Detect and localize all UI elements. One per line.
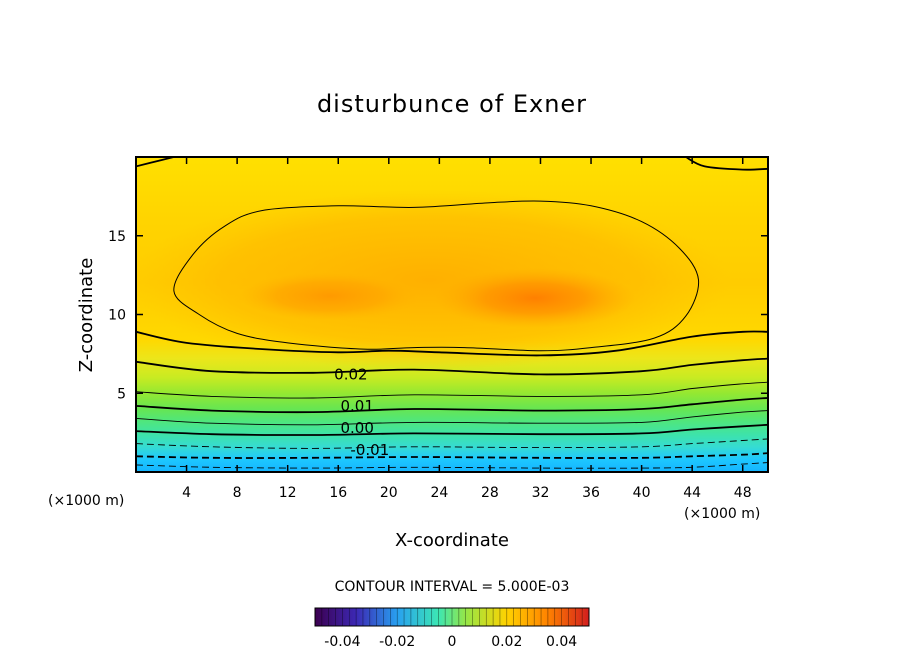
x-tick-label-36: 36: [582, 485, 600, 501]
colorbar-tick-labels: -0.04 -0.02 0 0.02 0.04: [324, 634, 577, 650]
x-tick-label-20: 20: [380, 485, 398, 501]
x-tick-label-8: 8: [233, 485, 242, 501]
colorbar-frame: [314, 607, 590, 627]
maximum-left: [240, 272, 420, 320]
contour-label-1: 0.01: [340, 397, 373, 415]
colorbar-tick-label-2: 0: [448, 634, 457, 650]
contour-lines: [136, 157, 768, 469]
contour-label-0: 0.02: [334, 365, 367, 383]
x-tick-label-16: 16: [329, 485, 347, 501]
x-axis-unit-left: (×1000 m): [48, 493, 124, 509]
x-axis-label: X-coordinate: [395, 530, 509, 551]
x-tick-label-40: 40: [633, 485, 651, 501]
contour-label-2: 0.00: [340, 419, 373, 437]
x-tick-label-4: 4: [182, 485, 191, 501]
x-tick-label-48: 48: [734, 485, 752, 501]
y-tick-label-15: 15: [108, 229, 126, 245]
y-axis-ticks: 5 10 15: [108, 229, 768, 402]
colorbar-tick-label-0: -0.04: [324, 634, 360, 650]
contour-line-8: [136, 330, 768, 357]
contour-line-1: [136, 452, 768, 459]
x-tick-label-24: 24: [430, 485, 448, 501]
x-tick-label-32: 32: [532, 485, 550, 501]
contour-interval-text: CONTOUR INTERVAL = 5.000E-03: [335, 579, 570, 595]
y-axis-label: Z-coordinate: [76, 258, 97, 373]
contour-line-6: [136, 381, 768, 399]
x-tick-label-12: 12: [279, 485, 297, 501]
x-tick-label-44: 44: [683, 485, 701, 501]
colorbar-tick-label-4: 0.04: [546, 634, 577, 650]
contour-line-3: [136, 423, 768, 436]
x-axis-unit-right: (×1000 m): [684, 506, 760, 522]
chart-title: disturbunce of Exner: [317, 90, 587, 118]
contour-line-0: [136, 462, 768, 469]
contour-labels: 0.02 0.01 0.00 -0.01: [334, 365, 389, 459]
y-tick-label-10: 10: [108, 308, 126, 324]
contour-line-5: [136, 397, 768, 414]
plot-area: [136, 157, 768, 472]
y-tick-label-5: 5: [117, 386, 126, 402]
contour-line-4: [136, 410, 768, 426]
core-fill: [136, 190, 730, 370]
contour-line-2: [136, 438, 768, 449]
colorbar-stripes: [321, 608, 583, 626]
colorbar-tick-label-3: 0.02: [491, 634, 522, 650]
contour-line-top-right: [685, 157, 768, 171]
x-axis-ticks: 4 8 12 16 20 24 28 32 36 40 44 48: [182, 157, 752, 501]
maximum-right: [435, 268, 635, 328]
x-tick-label-28: 28: [481, 485, 499, 501]
contour-line-7: [136, 357, 768, 376]
contour-label-3: -0.01: [350, 441, 389, 459]
contour-line-closed: [173, 200, 700, 352]
colorbar-tick-label-1: -0.02: [379, 634, 415, 650]
